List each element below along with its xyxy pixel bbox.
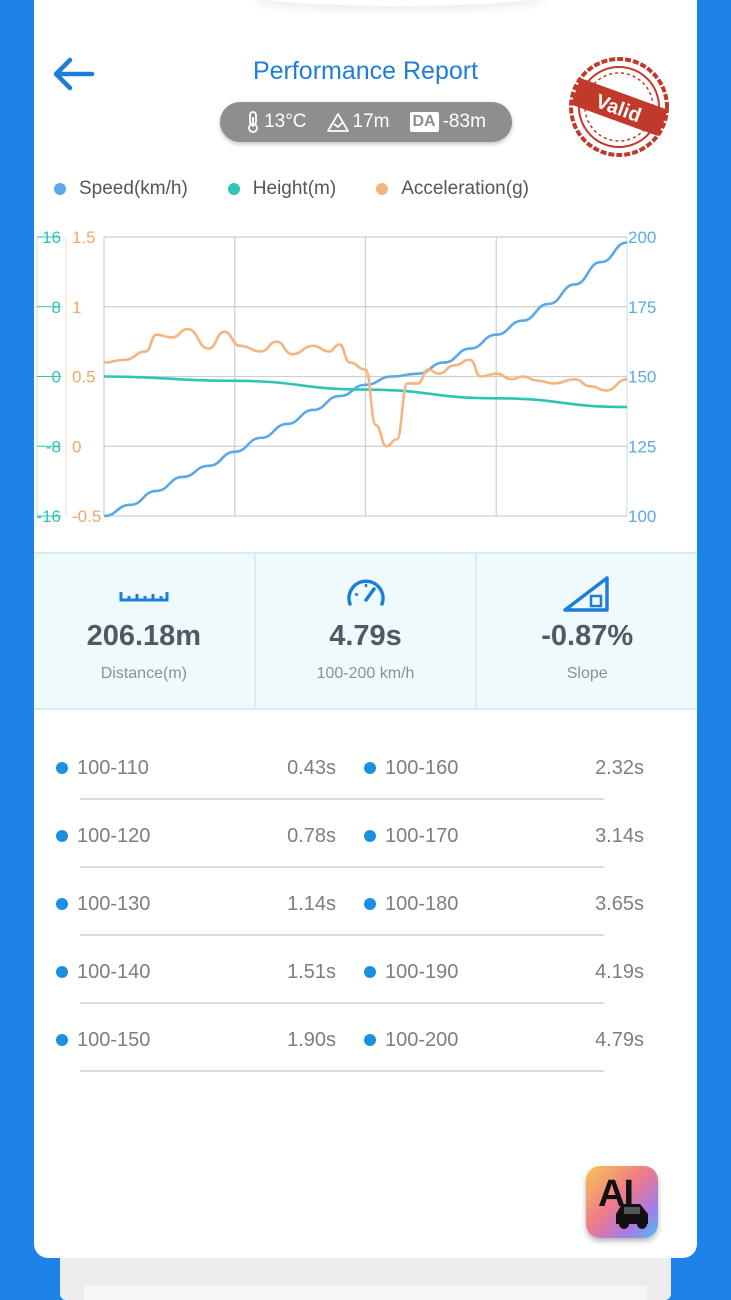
split-row: 100-130 1.14s [56, 870, 336, 938]
ai-car-icon [616, 1204, 648, 1229]
back-button[interactable] [50, 54, 96, 94]
bullet [364, 966, 376, 978]
slope-icon [563, 576, 609, 612]
divider [80, 934, 604, 936]
distance-value: 206.18m [86, 620, 202, 652]
split-range: 100-140 [77, 960, 151, 983]
chart-legend: Speed(km/h) Height(m) Acceleration(g) [54, 178, 569, 200]
split-range: 100-150 [77, 1028, 151, 1051]
tick-label-speed: 125 [628, 437, 656, 456]
thermometer-icon [248, 111, 258, 133]
page-title: Performance Report [252, 57, 479, 85]
tick-label-acceleration: 0.5 [72, 368, 96, 387]
legend-label: Speed(km/h) [79, 178, 188, 199]
ruler-icon [119, 592, 169, 602]
conditions-pill: 13°C 17m DA -83m [220, 102, 512, 142]
split-range: 100-110 [77, 756, 149, 779]
split-range: 100-160 [385, 756, 459, 779]
tick-label-speed: 200 [628, 228, 656, 247]
bullet [56, 830, 68, 842]
temperature-value: 13°C [264, 111, 307, 132]
bullet [56, 898, 68, 910]
divider [80, 1002, 604, 1004]
stat-distance: 206.18m Distance(m) [34, 554, 256, 708]
bullet [56, 966, 68, 978]
background-card-lower [84, 1286, 647, 1300]
split-row: 100-160 2.32s [364, 734, 644, 802]
split-time: 4.19s [595, 960, 644, 983]
series-line-height-m [103, 375, 628, 409]
series-line-speed-km-h [103, 241, 628, 518]
bullet [364, 762, 376, 774]
drag-handle [254, 0, 544, 6]
time-label: 100-200 km/h [316, 665, 415, 682]
altitude-value: 17m [352, 111, 390, 132]
split-time: 0.78s [287, 824, 336, 847]
speedometer-icon [346, 579, 385, 606]
split-row: 100-200 4.79s [364, 1006, 644, 1074]
split-time: 4.79s [595, 1028, 644, 1051]
bullet [364, 830, 376, 842]
split-row: 100-190 4.19s [364, 938, 644, 1006]
split-time: 1.51s [287, 960, 336, 983]
divider [80, 798, 604, 800]
split-range: 100-120 [77, 824, 151, 847]
density-altitude-label: DA [409, 112, 439, 132]
legend-dot [227, 183, 240, 195]
split-time: 0.43s [287, 756, 336, 779]
series-line-acceleration-g [103, 327, 628, 448]
slope-value: -0.87% [541, 620, 634, 652]
split-row: 100-140 1.51s [56, 938, 336, 1006]
tick-label-acceleration: 1 [72, 298, 81, 317]
distance-label: Distance(m) [100, 665, 187, 682]
bullet [56, 1034, 68, 1046]
split-range: 100-180 [385, 892, 459, 915]
legend-label: Height(m) [252, 178, 337, 199]
split-time: 3.14s [595, 824, 644, 847]
split-time: 3.65s [595, 892, 644, 915]
stats-panel: 206.18m Distance(m) 4.79s 100-200 km/h [34, 552, 697, 710]
legend-dot [54, 183, 66, 195]
valid-stamp-icon: Valid [569, 57, 669, 157]
divider [80, 1070, 604, 1072]
legend-dot [376, 183, 389, 195]
bullet [364, 1034, 376, 1046]
arrow-left-icon [53, 57, 95, 91]
legend-label: Acceleration(g) [401, 178, 529, 199]
slope-label: Slope [566, 665, 608, 682]
stat-slope: -0.87% Slope [477, 554, 697, 708]
stat-time: 4.79s 100-200 km/h [256, 554, 478, 708]
split-range: 100-170 [385, 824, 459, 847]
mountain-icon [326, 113, 349, 132]
split-row: 100-170 3.14s [364, 802, 644, 870]
split-range: 100-200 [385, 1028, 459, 1051]
time-value: 4.79s [329, 620, 402, 652]
tick-label-acceleration: 1.5 [72, 228, 96, 247]
split-range: 100-130 [77, 892, 151, 915]
ai-button[interactable]: AI [586, 1166, 658, 1238]
divider [80, 866, 604, 868]
legend-item-speed: Speed(km/h) [54, 178, 188, 200]
tick-label-speed: 175 [628, 298, 656, 317]
split-row: 100-180 3.65s [364, 870, 644, 938]
split-row: 100-150 1.90s [56, 1006, 336, 1074]
density-altitude-value: -83m [442, 111, 486, 132]
tick-label-acceleration: 0 [72, 437, 81, 456]
tick-label-acceleration: -0.5 [72, 507, 101, 526]
legend-item-height: Height(m) [227, 178, 337, 200]
tick-label-speed: 150 [628, 368, 656, 387]
split-row: 100-120 0.78s [56, 802, 336, 870]
bullet [364, 898, 376, 910]
report-card: Performance Report 13°C 17m DA -83m [34, 0, 697, 1258]
split-time: 2.32s [595, 756, 644, 779]
bullet [56, 762, 68, 774]
split-time: 1.14s [287, 892, 336, 915]
legend-item-acceleration: Acceleration(g) [376, 178, 529, 200]
split-time: 1.90s [287, 1028, 336, 1051]
tick-label-speed: 100 [628, 507, 656, 526]
split-range: 100-190 [385, 960, 459, 983]
split-row: 100-110 0.43s [56, 734, 336, 802]
